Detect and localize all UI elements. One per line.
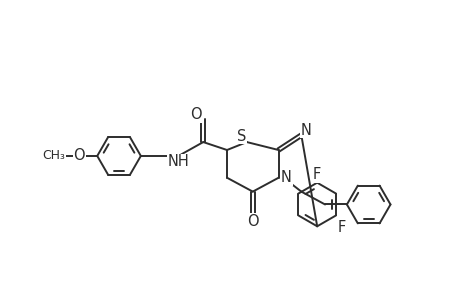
Text: S: S [237,129,246,144]
Text: O: O [73,148,85,164]
Text: O: O [190,107,202,122]
Text: NH: NH [167,154,189,169]
Text: N: N [280,170,291,185]
Text: F: F [313,167,321,182]
Text: F: F [337,220,345,235]
Text: CH₃: CH₃ [42,149,65,162]
Text: N: N [300,123,311,138]
Text: O: O [246,214,258,229]
